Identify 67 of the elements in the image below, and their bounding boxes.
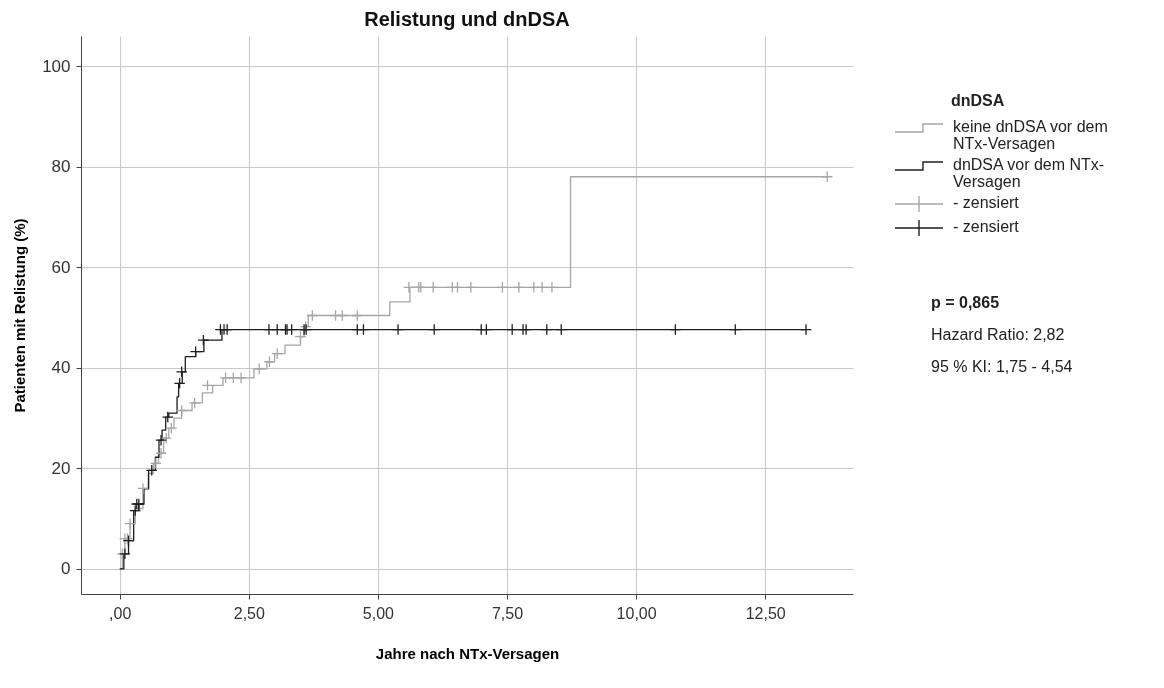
point (351, 309, 364, 322)
point (137, 482, 149, 495)
legend-label: dnDSA vor dem NTx-Versagen (953, 156, 1106, 190)
text: 95 % KI: 1,75 - 4,54 (931, 358, 1074, 376)
point (201, 379, 214, 392)
point (294, 330, 307, 343)
point (403, 281, 415, 294)
x-tick-label: 10,00 (616, 604, 657, 622)
chart-title: Relistung und dnDSA (364, 8, 570, 30)
legend-title: dnDSA (951, 92, 1006, 110)
y-tick-label: 0 (61, 559, 71, 579)
point (173, 377, 186, 390)
y-tick-label: 20 (51, 458, 71, 478)
y-axis-title: Patienten mit Relistung (%) (11, 218, 29, 413)
point (506, 323, 519, 336)
point (165, 422, 178, 434)
point (189, 345, 202, 358)
y-tick-label: 100 (42, 56, 71, 76)
point (197, 334, 210, 347)
point (221, 323, 234, 336)
legend-label: - zensiert (953, 194, 1020, 211)
point (145, 464, 158, 477)
point (464, 281, 477, 294)
point (175, 404, 188, 417)
point (821, 170, 834, 183)
point (357, 323, 370, 336)
point (520, 323, 533, 336)
point (729, 323, 742, 336)
point (124, 517, 136, 530)
point (129, 504, 142, 517)
point (306, 309, 319, 322)
y-tick-label: 40 (51, 358, 71, 378)
x-tick-label: 7,50 (491, 604, 524, 622)
point (161, 411, 174, 423)
text: Hazard Ratio: 2,82 (931, 326, 1066, 344)
point (175, 365, 188, 378)
y-tick-label: 60 (51, 257, 71, 277)
legend-label: - zensiert (953, 218, 1020, 235)
text: p = 0,865 (931, 294, 1001, 312)
point (513, 281, 525, 294)
point (392, 323, 404, 336)
point (546, 281, 558, 294)
point (263, 355, 276, 368)
x-tick-label: ,00 (109, 604, 132, 622)
x-axis-title: Jahre nach NTx-Versagen (375, 644, 560, 662)
point (800, 323, 812, 336)
point (155, 434, 167, 447)
point (517, 323, 529, 336)
point (428, 323, 441, 336)
point (160, 432, 173, 445)
point (540, 323, 553, 336)
point (188, 397, 201, 409)
x-tick-label: 2,50 (233, 604, 265, 622)
point (527, 281, 540, 294)
x-tick-label: 5,00 (362, 604, 395, 622)
y-tick-label: 80 (51, 157, 71, 177)
point (253, 362, 266, 375)
point (263, 323, 275, 336)
point (336, 309, 349, 322)
point (235, 371, 247, 384)
x-tick-label: 12,50 (745, 604, 786, 622)
point (271, 347, 284, 360)
point (555, 323, 568, 336)
point (427, 281, 440, 294)
point (155, 447, 167, 460)
point (149, 457, 162, 470)
point (669, 323, 682, 336)
